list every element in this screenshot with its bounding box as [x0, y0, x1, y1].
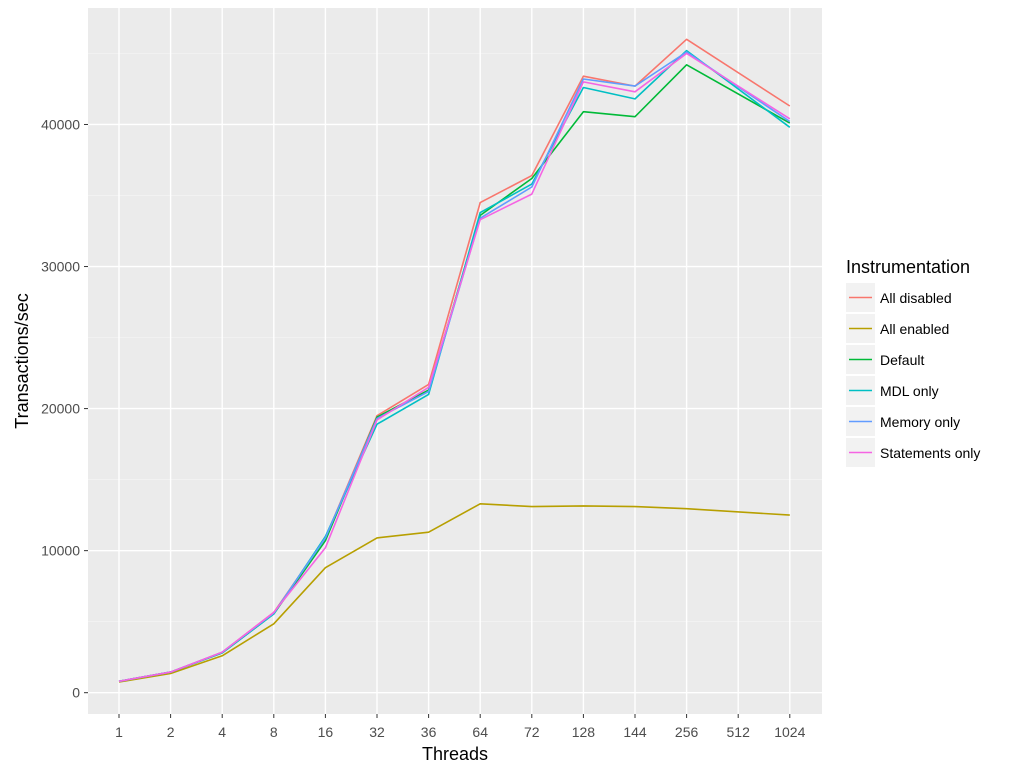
y-tick-label: 10000: [41, 543, 80, 559]
x-tick-label: 32: [369, 724, 385, 740]
legend-label: Default: [880, 352, 924, 368]
legend-label: All enabled: [880, 321, 949, 337]
series-line: [118, 502, 790, 683]
legend: Instrumentation All disabled All enabled D…: [846, 257, 980, 467]
series-lines: [118, 38, 791, 683]
minor-gridlines: [88, 53, 822, 623]
x-tick-label: 4: [218, 724, 226, 740]
series-line: [118, 52, 791, 683]
x-axis-title: Threads: [422, 744, 488, 764]
x-tick-label: 72: [524, 724, 540, 740]
x-tick-label: 128: [572, 724, 596, 740]
y-axis-title: Transactions/sec: [12, 293, 32, 428]
y-axis: 0 10000 20000 30000 40000: [41, 116, 88, 701]
legend-title: Instrumentation: [846, 257, 970, 277]
y-tick-label: 0: [72, 685, 80, 701]
x-tick-label: 256: [675, 724, 699, 740]
x-axis: 1 2 4 8 16 32 36 64 72 128 144 256 512 1024: [115, 714, 806, 740]
y-tick-label: 20000: [41, 401, 80, 417]
legend-label: MDL only: [880, 383, 939, 399]
legend-label: Memory only: [880, 414, 960, 430]
x-tick-label: 2: [167, 724, 175, 740]
x-tick-label: 16: [318, 724, 334, 740]
x-tick-label: 64: [472, 724, 488, 740]
y-tick-label: 30000: [41, 259, 80, 275]
y-tick-label: 40000: [41, 116, 80, 132]
x-tick-label: 1024: [774, 724, 805, 740]
x-tick-label: 36: [421, 724, 437, 740]
x-tick-label: 144: [623, 724, 647, 740]
x-tick-label: 512: [727, 724, 751, 740]
x-tick-label: 8: [270, 724, 278, 740]
legend-label: Statements only: [880, 445, 980, 461]
x-tick-label: 1: [115, 724, 123, 740]
major-gridlines: [88, 8, 822, 714]
legend-label: All disabled: [880, 290, 952, 306]
panel-background: [88, 8, 822, 714]
